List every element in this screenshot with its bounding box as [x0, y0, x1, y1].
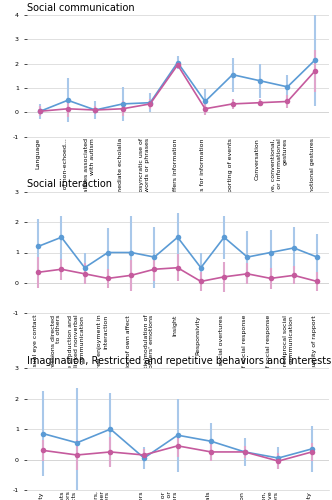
Text: Imagination, Restricted and repetitive behaviors and interests, Other behavior: Imagination, Restricted and repetitive b… — [27, 356, 332, 366]
Text: Social interaction: Social interaction — [27, 180, 112, 190]
Text: Social communication: Social communication — [27, 3, 134, 13]
